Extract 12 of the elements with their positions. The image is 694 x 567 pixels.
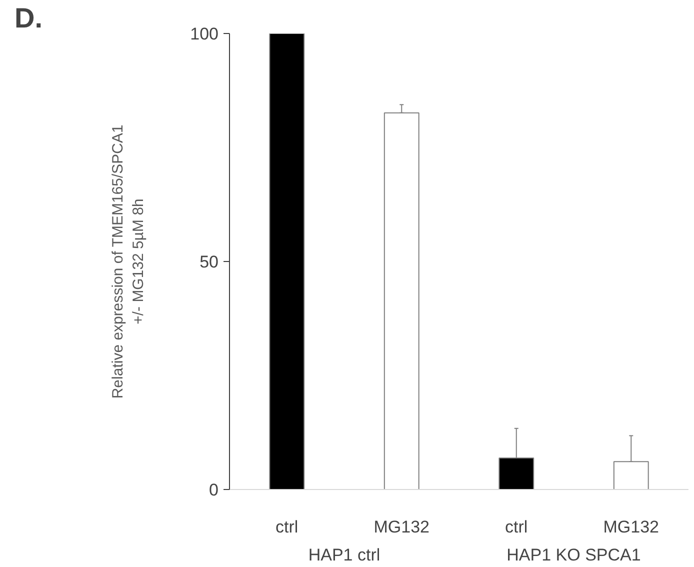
x-tick-label: ctrl [505,518,528,536]
y-tick-label: 100 [190,24,219,44]
y-tick-label: 50 [200,252,219,272]
y-tick-label: 0 [209,480,219,500]
y-axis-title: Relative expression of TMEM165/SPCA1 +/- MG132 5µM 8h [110,124,148,399]
text: HAP1 KO SPCA1 [506,546,641,564]
chart-title: D. [14,2,42,34]
x-tick-label: MG132 [374,518,430,536]
text: HAP1 ctrl [308,546,380,564]
bar [269,34,305,490]
x-tick-label: MG132 [603,518,659,536]
x-tick-label: ctrl [276,518,298,536]
